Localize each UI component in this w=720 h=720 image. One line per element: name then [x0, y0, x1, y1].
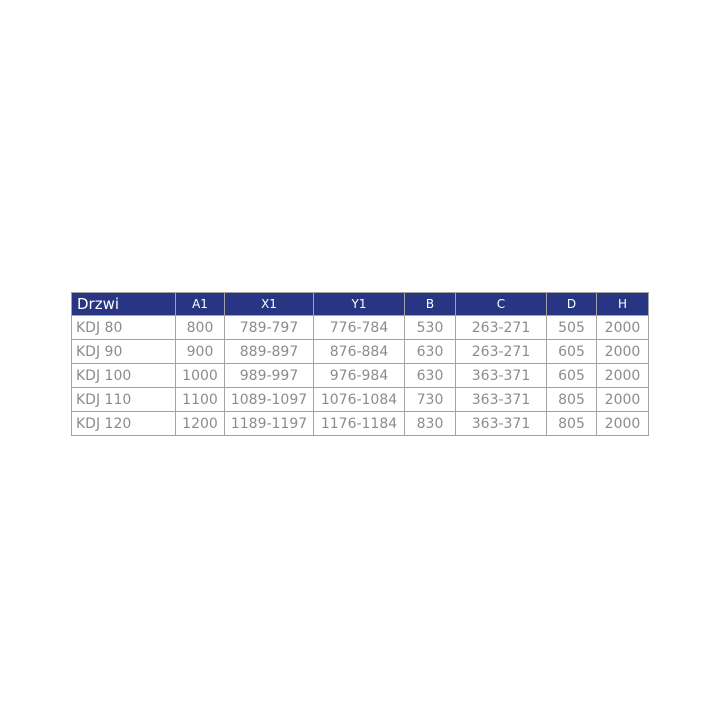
- table-cell: 363-371: [455, 411, 547, 436]
- table-cell: 1189-1197: [224, 411, 314, 436]
- table-cell: 830: [404, 411, 456, 436]
- column-header-d: D: [546, 292, 597, 316]
- column-header-drzwi: Drzwi: [71, 292, 176, 316]
- header-row: Drzwi A1 X1 Y1 B C D H: [71, 292, 649, 316]
- table-cell: 730: [404, 387, 456, 412]
- table-cell: 505: [546, 315, 597, 340]
- table-cell: 363-371: [455, 363, 547, 388]
- column-header-h: H: [596, 292, 649, 316]
- table-cell: 605: [546, 339, 597, 364]
- table-cell: 1176-1184: [313, 411, 405, 436]
- table-row: KDJ 120 1200 1189-1197 1176-1184 830 363-371 8…: [71, 411, 649, 436]
- table-cell: 789-797: [224, 315, 314, 340]
- table-cell: 800: [175, 315, 225, 340]
- table-cell: 263-271: [455, 339, 547, 364]
- table-cell: 876-884: [313, 339, 405, 364]
- row-label: KDJ 80: [71, 315, 176, 340]
- column-header-y1: Y1: [313, 292, 405, 316]
- table-cell: 630: [404, 363, 456, 388]
- table-cell: 989-997: [224, 363, 314, 388]
- table-row: KDJ 80 800 789-797 776-784 530 263-271 505 2000: [71, 315, 649, 340]
- column-header-b: B: [404, 292, 456, 316]
- table-cell: 1200: [175, 411, 225, 436]
- dimensions-table: Drzwi A1 X1 Y1 B C D H KDJ 80 800 789-797 776-784 5…: [71, 292, 649, 436]
- table-row: KDJ 100 1000 989-997 976-984 630 363-371 605 20…: [71, 363, 649, 388]
- table-cell: 2000: [596, 387, 649, 412]
- table-cell: 805: [546, 387, 597, 412]
- table-cell: 900: [175, 339, 225, 364]
- column-header-x1: X1: [224, 292, 314, 316]
- table-cell: 776-784: [313, 315, 405, 340]
- column-header-c: C: [455, 292, 547, 316]
- row-label: KDJ 120: [71, 411, 176, 436]
- table-cell: 263-271: [455, 315, 547, 340]
- table-cell: 530: [404, 315, 456, 340]
- row-label: KDJ 90: [71, 339, 176, 364]
- table-cell: 630: [404, 339, 456, 364]
- table-cell: 1000: [175, 363, 225, 388]
- row-label: KDJ 110: [71, 387, 176, 412]
- table-cell: 976-984: [313, 363, 405, 388]
- table-cell: 2000: [596, 315, 649, 340]
- table-cell: 605: [546, 363, 597, 388]
- column-header-a1: A1: [175, 292, 225, 316]
- table-cell: 2000: [596, 363, 649, 388]
- table-row: KDJ 90 900 889-897 876-884 630 263-271 605 2000: [71, 339, 649, 364]
- table-cell: 363-371: [455, 387, 547, 412]
- table-cell: 2000: [596, 411, 649, 436]
- table-row: KDJ 110 1100 1089-1097 1076-1084 730 363-371 8…: [71, 387, 649, 412]
- table-cell: 805: [546, 411, 597, 436]
- table-cell: 1100: [175, 387, 225, 412]
- table-cell: 1076-1084: [313, 387, 405, 412]
- table-cell: 1089-1097: [224, 387, 314, 412]
- row-label: KDJ 100: [71, 363, 176, 388]
- table-cell: 2000: [596, 339, 649, 364]
- table-cell: 889-897: [224, 339, 314, 364]
